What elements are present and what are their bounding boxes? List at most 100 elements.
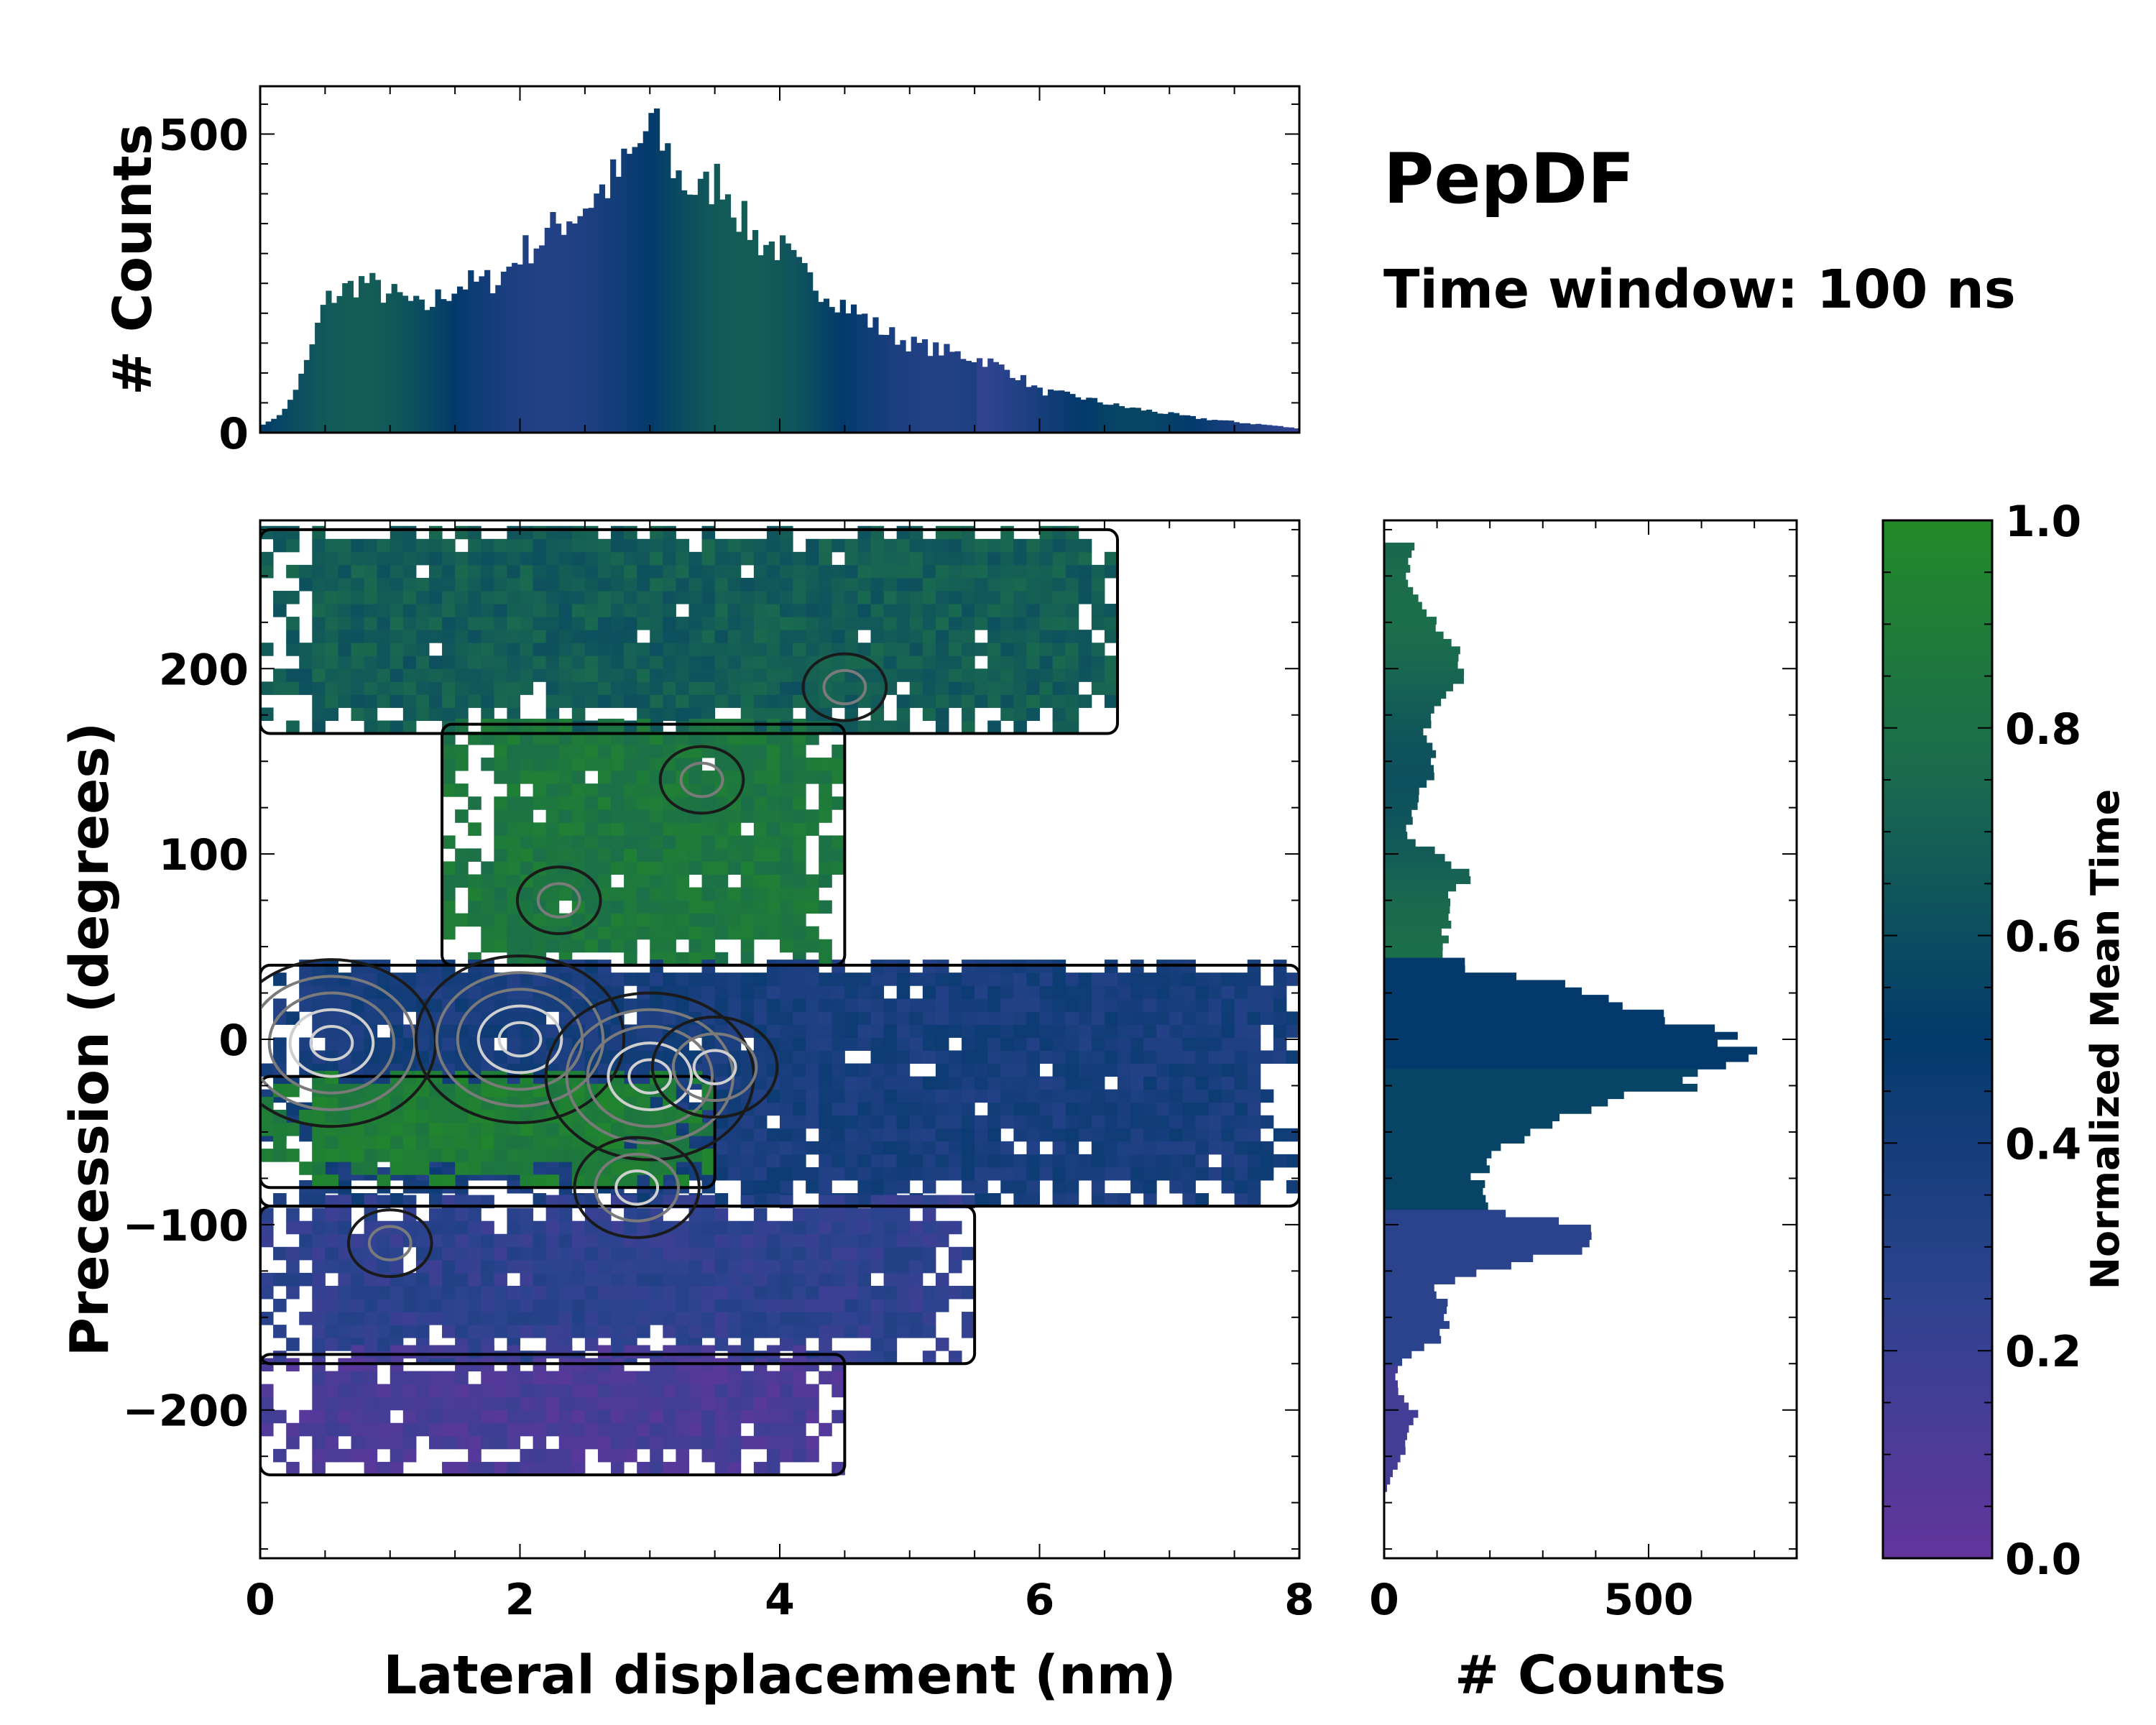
- heatmap-cell: [624, 1272, 637, 1287]
- heatmap-cell: [663, 861, 676, 875]
- heatmap-cell: [766, 1448, 780, 1463]
- heatmap-cell: [819, 835, 832, 849]
- heatmap-cell: [896, 668, 911, 682]
- heatmap-cell: [1208, 972, 1222, 986]
- heatmap-cell: [922, 643, 936, 656]
- heatmap-cell: [1052, 1089, 1067, 1103]
- histogram-bar: [807, 272, 814, 433]
- heatmap-cell: [962, 1179, 975, 1194]
- heatmap-cell: [286, 1123, 300, 1136]
- heatmap-cell: [701, 972, 716, 986]
- heatmap-cell: [857, 1167, 872, 1181]
- heatmap-cell: [597, 1285, 612, 1300]
- heatmap-cell: [844, 1285, 858, 1300]
- chart-title: PepDF: [1383, 139, 1634, 219]
- heatmap-cell: [402, 617, 417, 630]
- x-tick-label: 500: [1603, 1575, 1693, 1625]
- heatmap-cell: [857, 604, 872, 617]
- heatmap-cell: [701, 525, 716, 540]
- heatmap-cell: [377, 1136, 391, 1149]
- heatmap-cell: [377, 1037, 391, 1051]
- heatmap-cell: [481, 887, 494, 901]
- heatmap-cell: [533, 1448, 547, 1463]
- histogram-bar: [489, 293, 496, 433]
- heatmap-cell: [766, 900, 780, 914]
- heatmap-cell: [870, 720, 885, 735]
- heatmap-cell: [727, 809, 742, 823]
- heatmap-cell: [481, 1149, 494, 1162]
- heatmap-cell: [481, 1123, 494, 1136]
- heatmap-cell: [481, 1246, 494, 1261]
- heatmap-cell: [1065, 681, 1079, 695]
- heatmap-cell: [260, 1220, 274, 1235]
- heatmap-cell: [780, 643, 793, 656]
- heatmap-cell: [793, 656, 806, 669]
- heatmap-cell: [819, 848, 832, 862]
- heatmap-cell: [909, 564, 923, 579]
- heatmap-cell: [364, 720, 378, 735]
- heatmap-cell: [1065, 1179, 1079, 1194]
- heatmap-cell: [584, 1312, 599, 1325]
- heatmap-cell: [793, 731, 806, 745]
- heatmap-cell: [1130, 998, 1144, 1012]
- heatmap-cell: [883, 1246, 898, 1261]
- heatmap-cell: [351, 538, 365, 553]
- histogram-bar: [1384, 906, 1450, 914]
- heatmap-cell: [1195, 1063, 1209, 1077]
- heatmap-cell: [597, 1397, 612, 1411]
- heatmap-cell: [286, 1285, 300, 1300]
- heatmap-cell: [688, 848, 703, 862]
- heatmap-cell: [364, 1384, 378, 1398]
- heatmap-cell: [975, 998, 988, 1012]
- heatmap-cell: [740, 1076, 755, 1090]
- heatmap-cell: [896, 1325, 911, 1338]
- histogram-bar: [418, 299, 425, 433]
- heatmap-cell: [740, 1063, 755, 1077]
- heatmap-cell: [1052, 617, 1067, 630]
- histogram-bar: [1384, 550, 1412, 558]
- heatmap-cell: [558, 758, 573, 771]
- heatmap-cell: [819, 972, 832, 986]
- histogram-bar: [533, 248, 540, 433]
- heatmap-cell: [819, 551, 832, 566]
- heatmap-cell: [857, 1102, 872, 1116]
- heatmap-cell: [663, 874, 676, 888]
- heatmap-cell: [351, 1299, 365, 1312]
- heatmap-cell: [415, 1345, 430, 1359]
- histogram-bar: [1135, 408, 1141, 433]
- histogram-bar: [785, 243, 791, 433]
- heatmap-cell: [624, 1259, 637, 1274]
- heatmap-cell: [1117, 985, 1131, 999]
- histogram-bar: [506, 266, 512, 433]
- heatmap-cell: [377, 1435, 391, 1450]
- heatmap-cell: [740, 577, 755, 592]
- heatmap-cell: [507, 1233, 520, 1248]
- heatmap-cell: [1091, 1089, 1105, 1103]
- heatmap-cell: [1221, 985, 1235, 999]
- heatmap-cell: [1078, 656, 1092, 669]
- histogram-bar: [681, 190, 688, 433]
- heatmap-cell: [351, 1448, 365, 1463]
- heatmap-cell: [896, 1102, 911, 1116]
- histogram-bar: [424, 310, 430, 433]
- heatmap-cell: [338, 998, 352, 1012]
- heatmap-cell: [1117, 1024, 1131, 1038]
- heatmap-cell: [520, 1024, 534, 1038]
- histogram-bar: [1384, 1402, 1409, 1411]
- heatmap-cell: [922, 707, 936, 721]
- heatmap-cell: [766, 1384, 780, 1398]
- heatmap-cell: [520, 861, 534, 875]
- heatmap-cell: [987, 985, 1001, 999]
- heatmap-cell: [1247, 1076, 1261, 1090]
- heatmap-cell: [714, 1154, 729, 1168]
- heatmap-cell: [558, 835, 573, 849]
- histogram-bar: [561, 234, 567, 433]
- heatmap-cell: [793, 913, 806, 927]
- heatmap-cell: [571, 745, 586, 758]
- heatmap-cell: [338, 1096, 352, 1110]
- heatmap-cell: [325, 1384, 338, 1398]
- heatmap-cell: [688, 731, 703, 745]
- heatmap-cell: [819, 758, 832, 771]
- heatmap-cell: [727, 972, 742, 986]
